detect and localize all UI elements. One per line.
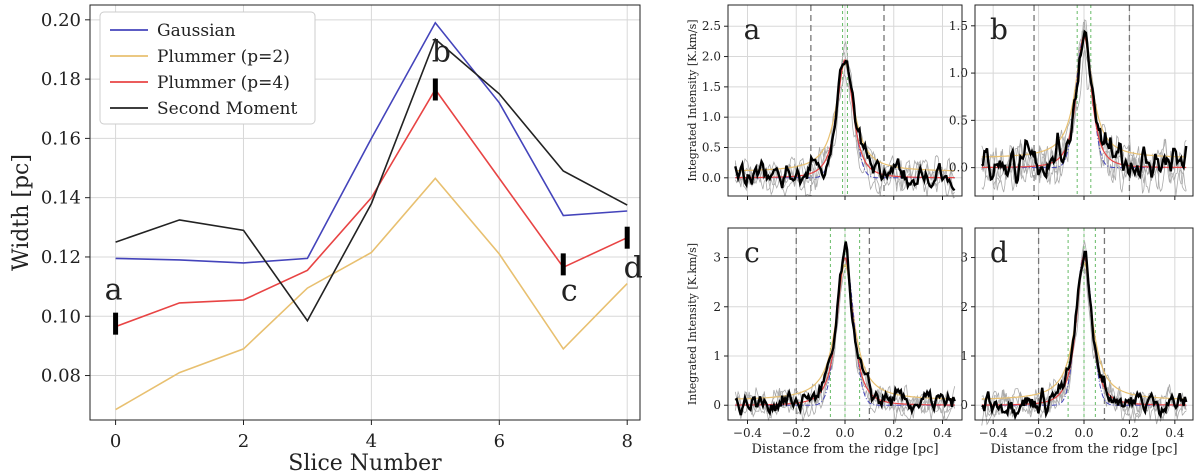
x-tick-label: −0.2 — [782, 426, 811, 440]
series-line-3 — [115, 37, 628, 323]
x-tick-label: −0.2 — [1024, 426, 1053, 440]
series-line-2 — [115, 88, 628, 328]
series-line-0 — [115, 21, 628, 264]
y-tick-label: 0.14 — [41, 188, 81, 209]
main-chart-panel: 0 2 4 6 8 0.08 0.10 0.12 0.14 0.16 0.18 0.20 a b c d Sli… — [9, 4, 643, 475]
legend: Gaussian Plummer (p=2) Plummer (p=4) Second… — [99, 11, 316, 125]
profile-panel-b: 0.0 0.5 1.0 1.5 b — [949, 4, 1194, 200]
y-tick-label: 2.5 — [702, 19, 721, 33]
x-tick-label: −0.4 — [979, 426, 1009, 440]
panel-label: b — [990, 13, 1008, 46]
x-tick-label: 0.4 — [933, 426, 952, 440]
y-tick-label: 0.20 — [41, 10, 81, 31]
slice-marker-label: d — [624, 251, 643, 286]
slice-marker-label: a — [105, 273, 123, 308]
x-tick-label: 0.2 — [1120, 426, 1139, 440]
subplot-frame — [974, 227, 1194, 421]
series-line-1 — [115, 177, 628, 411]
x-tick-label: 8 — [621, 431, 632, 452]
y-tick-label: 0.18 — [41, 69, 81, 90]
legend-box — [99, 11, 316, 125]
y-tick-label: 1 — [713, 349, 721, 363]
profile-panel-c: −0.4 −0.2 0.0 0.2 0.4 0 1 2 3 c Integrated Intensi… — [686, 227, 963, 457]
x-tick-label: 0.4 — [1165, 426, 1184, 440]
legend-label-3: Second Moment — [157, 99, 297, 119]
x-tick-label: 6 — [494, 431, 505, 452]
y-tick-label: 1.0 — [949, 66, 968, 80]
mean-profile-line — [734, 59, 956, 192]
profile-panel-a: 0.0 0.5 1.0 1.5 2.0 2.5 a Integrated Intensity … — [686, 4, 963, 200]
legend-label-0: Gaussian — [157, 21, 236, 41]
y-tick-label: 0.12 — [41, 247, 81, 268]
plummer-p2-fit-line — [735, 264, 955, 400]
x-tick-label: 0.0 — [835, 426, 854, 440]
y-tick-label: 0.0 — [702, 171, 721, 185]
subplot-y-axis-label: Integrated Intensity [K.km/s] — [686, 243, 699, 405]
y-tick-label: 2 — [713, 300, 721, 314]
y-tick-label: 0.08 — [41, 366, 81, 387]
legend-label-1: Plummer (p=2) — [157, 47, 290, 67]
y-tick-label: 0.5 — [949, 113, 968, 127]
slice-marker-label: c — [561, 273, 578, 308]
y-tick-label: 3 — [713, 251, 721, 265]
subplot-frame — [727, 4, 963, 197]
y-tick-label: 0.5 — [702, 140, 721, 154]
subplot-frame — [974, 4, 1194, 197]
x-tick-label: −0.4 — [733, 426, 763, 440]
y-axis-label: Width [pc] — [9, 154, 34, 271]
slice-marker-label: b — [432, 34, 451, 69]
y-tick-label: 1 — [960, 349, 968, 363]
y-tick-label: 2.0 — [702, 50, 721, 64]
x-axis-label: Slice Number — [288, 451, 442, 475]
x-tick-label: 0.2 — [884, 426, 903, 440]
subplot-frame — [727, 227, 963, 421]
mean-profile-line — [734, 241, 956, 417]
y-tick-label: 1.5 — [949, 19, 968, 33]
panel-label: d — [990, 236, 1008, 269]
y-tick-label: 0.0 — [949, 161, 968, 175]
mean-profile-line — [981, 250, 1188, 421]
individual-profile-line — [981, 241, 1187, 426]
individual-profile-line — [734, 255, 956, 422]
x-tick-label: 0 — [110, 431, 121, 452]
individual-profile-line — [734, 40, 955, 199]
mean-profile-line — [980, 29, 1188, 184]
y-tick-label: 1.5 — [702, 80, 721, 94]
main-plot-frame — [89, 4, 641, 421]
x-tick-label: 0.0 — [1074, 426, 1093, 440]
x-tick-label: 4 — [366, 431, 377, 452]
subplot-y-axis-label: Integrated Intensity [K.km/s] — [686, 19, 699, 181]
y-tick-label: 1.0 — [702, 110, 721, 124]
y-tick-label: 0 — [960, 398, 968, 412]
panel-label: c — [744, 236, 760, 269]
legend-label-2: Plummer (p=4) — [157, 73, 290, 93]
individual-profile-line — [734, 260, 956, 423]
y-tick-label: 2 — [960, 300, 968, 314]
y-tick-label: 3 — [960, 251, 968, 265]
y-tick-label: 0.16 — [41, 128, 81, 149]
subplot-x-axis-label: Distance from the ridge [pc] — [751, 442, 938, 457]
x-tick-label: 2 — [238, 431, 249, 452]
y-tick-label: 0.10 — [41, 306, 81, 327]
profile-panel-d: −0.4 −0.2 0.0 0.2 0.4 0 1 2 3 d Distance from the … — [960, 227, 1194, 457]
panel-label: a — [744, 13, 761, 46]
y-tick-label: 0 — [713, 398, 721, 412]
subplot-x-axis-label: Distance from the ridge [pc] — [990, 442, 1177, 457]
